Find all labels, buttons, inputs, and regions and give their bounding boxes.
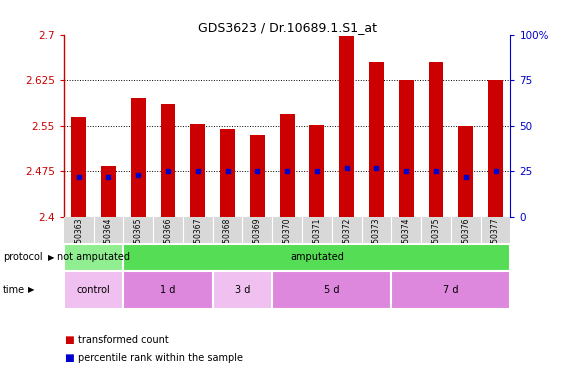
Text: ▶: ▶ <box>48 253 55 262</box>
Text: 1 d: 1 d <box>160 285 176 295</box>
Text: GSM450371: GSM450371 <box>313 218 321 264</box>
Text: GSM450369: GSM450369 <box>253 218 262 264</box>
Text: ■: ■ <box>64 353 74 363</box>
Text: 7 d: 7 d <box>443 285 459 295</box>
Bar <box>458 126 473 217</box>
Bar <box>250 135 264 217</box>
Bar <box>190 124 205 217</box>
Text: control: control <box>77 285 110 295</box>
Text: 5 d: 5 d <box>324 285 339 295</box>
Bar <box>280 114 295 217</box>
Bar <box>272 271 392 309</box>
Bar <box>124 271 213 309</box>
Text: amputated: amputated <box>290 252 344 262</box>
Text: GSM450365: GSM450365 <box>134 218 143 264</box>
Bar <box>71 117 86 217</box>
Text: transformed count: transformed count <box>78 335 169 345</box>
Text: percentile rank within the sample: percentile rank within the sample <box>78 353 243 363</box>
Text: GSM450374: GSM450374 <box>402 218 411 264</box>
Bar <box>369 62 384 217</box>
Bar <box>64 244 124 271</box>
Text: GSM450364: GSM450364 <box>104 218 113 264</box>
Text: protocol: protocol <box>3 252 42 262</box>
Bar <box>101 166 116 217</box>
Text: GSM450366: GSM450366 <box>164 218 172 264</box>
Text: GDS3623 / Dr.10689.1.S1_at: GDS3623 / Dr.10689.1.S1_at <box>198 21 376 34</box>
Text: GSM450373: GSM450373 <box>372 218 381 264</box>
Text: GSM450376: GSM450376 <box>461 218 470 264</box>
Bar <box>339 36 354 217</box>
Text: ■: ■ <box>64 335 74 345</box>
Bar <box>309 124 324 217</box>
Bar <box>213 271 272 309</box>
Bar <box>124 244 510 271</box>
Text: GSM450367: GSM450367 <box>193 218 202 264</box>
Bar <box>130 98 146 217</box>
Text: ▶: ▶ <box>28 285 34 295</box>
Text: GSM450368: GSM450368 <box>223 218 232 264</box>
Text: not amputated: not amputated <box>57 252 130 262</box>
Bar <box>488 80 503 217</box>
Bar <box>161 104 175 217</box>
Text: GSM450370: GSM450370 <box>282 218 292 264</box>
Text: time: time <box>3 285 25 295</box>
Bar <box>398 80 414 217</box>
Text: 3 d: 3 d <box>235 285 250 295</box>
Text: GSM450372: GSM450372 <box>342 218 351 264</box>
Text: GSM450375: GSM450375 <box>432 218 440 264</box>
Bar <box>220 129 235 217</box>
Text: GSM450363: GSM450363 <box>74 218 83 264</box>
Text: GSM450377: GSM450377 <box>491 218 500 264</box>
Bar <box>392 271 510 309</box>
Bar <box>64 271 124 309</box>
Bar <box>429 62 443 217</box>
